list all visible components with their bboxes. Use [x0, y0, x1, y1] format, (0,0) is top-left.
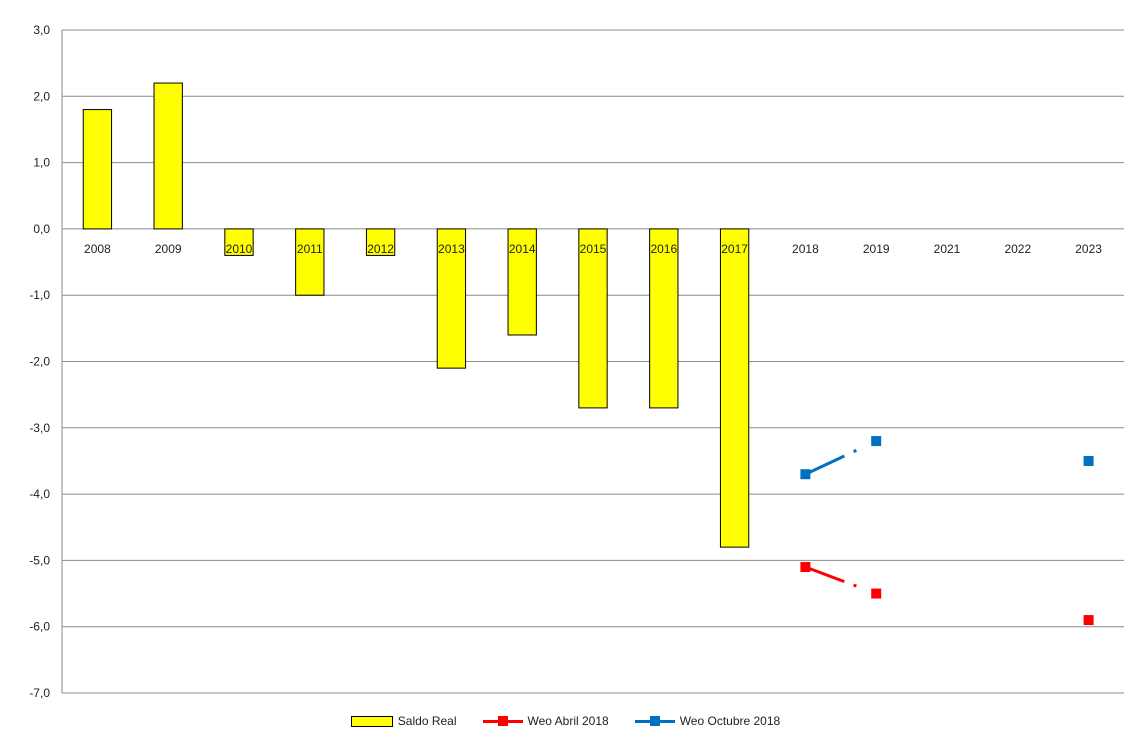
y-tick-label: 1,0	[33, 156, 50, 170]
legend-item-weo-abril: Weo Abril 2018	[482, 714, 609, 728]
x-axis-tick-labels: 2008 2009 2010 2011 2012 2013 2014 2015 2016 2017…	[84, 242, 1102, 256]
x-tick-label: 2012	[367, 242, 394, 256]
legend-item-weo-octubre: Weo Octubre 2018	[634, 714, 781, 728]
bar-2010	[224, 228, 254, 256]
legend: Saldo Real Weo Abril 2018 Weo Octubre 20…	[0, 708, 1131, 734]
x-tick-label: 2023	[1075, 242, 1102, 256]
line-dash-series-1	[853, 583, 857, 588]
y-tick-label: -7,0	[29, 686, 50, 700]
marker-series-1-2023	[1083, 615, 1094, 626]
bar-2011	[295, 228, 325, 296]
marker-series-2-2023	[1083, 455, 1094, 466]
bar-2015	[578, 228, 608, 409]
x-tick-label: 2021	[934, 242, 961, 256]
y-tick-label: -1,0	[29, 288, 50, 302]
y-tick-label: -5,0	[29, 553, 50, 567]
marker-series-1-2019	[871, 588, 882, 599]
x-tick-label: 2014	[509, 242, 536, 256]
y-tick-label: -3,0	[29, 421, 50, 435]
bar-2013	[436, 228, 467, 369]
legend-label-saldo-real: Saldo Real	[397, 714, 457, 728]
legend-swatch-weo-octubre	[634, 716, 675, 726]
x-tick-label: 2016	[650, 242, 677, 256]
x-tick-label: 2022	[1004, 242, 1031, 256]
legend-swatch-saldo-real	[350, 715, 393, 727]
bar-series-saldo-real	[82, 82, 750, 548]
bar-2009	[153, 82, 183, 230]
x-tick-label: 2018	[792, 242, 819, 256]
y-axis-tick-labels: 3,0 2,0 1,0 0,0 -1,0 -2,0 -3,0 -4,0 -5,0 -6,0 -7,0	[29, 23, 50, 700]
y-tick-label: 2,0	[33, 89, 50, 103]
line-segment-series-2	[804, 454, 845, 476]
x-tick-label: 2019	[863, 242, 890, 256]
legend-label-weo-abril: Weo Abril 2018	[527, 714, 609, 728]
y-tick-label: 3,0	[33, 23, 50, 37]
marker-series-1-2018	[800, 562, 811, 573]
x-tick-label: 2008	[84, 242, 111, 256]
marker-series-2-2018	[800, 469, 811, 480]
grid-lines	[62, 29, 1124, 694]
line-series	[800, 436, 1094, 626]
bar-2014	[507, 228, 537, 336]
x-tick-label: 2017	[721, 242, 748, 256]
y-tick-label: -2,0	[29, 355, 50, 369]
y-tick-label: 0,0	[33, 222, 50, 236]
y-tick-label: -6,0	[29, 620, 50, 634]
marker-series-2-2019	[871, 436, 882, 447]
bar-2012	[365, 228, 396, 256]
bar-2016	[649, 228, 679, 409]
line-dash-series-2	[852, 448, 858, 454]
bar-2017	[719, 228, 750, 548]
x-tick-label: 2010	[226, 242, 253, 256]
line-segment-series-1	[804, 565, 845, 584]
bar-2008	[82, 109, 113, 230]
y-tick-label: -4,0	[29, 487, 50, 501]
x-tick-label: 2015	[580, 242, 607, 256]
legend-label-weo-octubre: Weo Octubre 2018	[679, 714, 781, 728]
legend-swatch-weo-abril	[482, 716, 523, 726]
x-tick-label: 2009	[155, 242, 182, 256]
legend-item-saldo-real: Saldo Real	[350, 714, 457, 728]
x-tick-label: 2011	[297, 242, 323, 256]
x-tick-label: 2013	[438, 242, 465, 256]
